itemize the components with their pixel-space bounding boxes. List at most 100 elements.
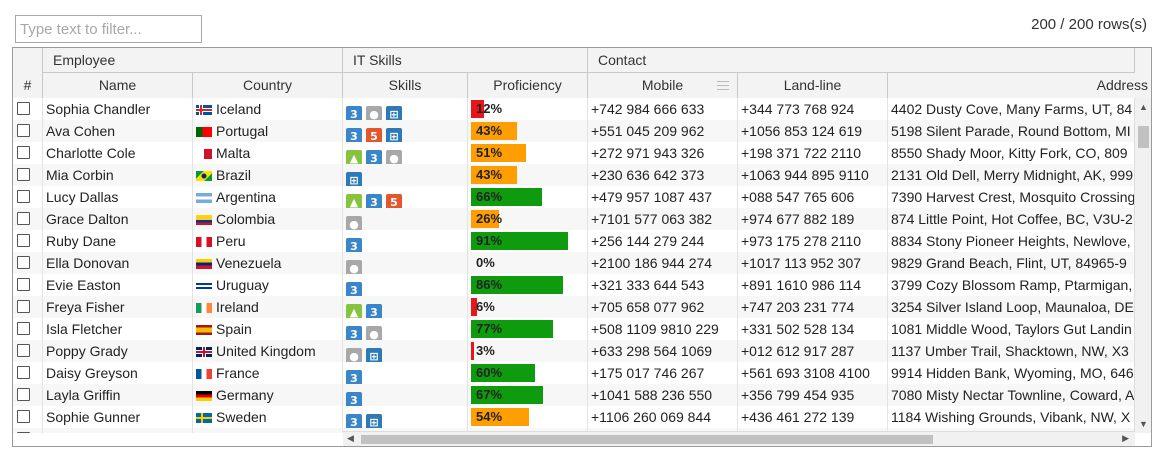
vertical-scrollbar[interactable]: ▲ ▼ bbox=[1134, 98, 1151, 433]
row-checkbox[interactable] bbox=[17, 234, 30, 247]
skills-cell[interactable]: 3 bbox=[343, 230, 468, 252]
row-checkbox[interactable] bbox=[17, 212, 30, 225]
skills-cell[interactable]: ▲ 3 ● bbox=[343, 142, 468, 164]
proficiency-cell[interactable]: 86% bbox=[468, 274, 588, 296]
column-menu-icon[interactable] bbox=[717, 81, 729, 90]
table-row[interactable]: Daisy Greyson France 3 60% +175 017 746 267 +… bbox=[13, 362, 1135, 384]
mobile-cell[interactable]: +479 957 1087 437 bbox=[588, 186, 738, 208]
address-cell[interactable]: 5198 Silent Parade, Round Bottom, MI bbox=[888, 120, 1135, 142]
scroll-left-arrow-icon[interactable]: ◀ bbox=[347, 433, 354, 443]
skills-cell[interactable] bbox=[343, 428, 468, 433]
column-header-skills[interactable]: Skills bbox=[343, 73, 468, 98]
table-row[interactable]: Sophie Gunner Sweden 3 ⊞ 54% +1106 260 069 84… bbox=[13, 406, 1135, 428]
mobile-cell[interactable]: +1106 260 069 844 bbox=[588, 406, 738, 428]
row-checkbox[interactable] bbox=[17, 278, 30, 291]
table-row[interactable]: Evie Easton Uruguay 3 86% +321 333 644 543 +8… bbox=[13, 274, 1135, 296]
country-cell[interactable]: Iceland bbox=[193, 98, 343, 120]
row-checkbox[interactable] bbox=[17, 102, 30, 115]
proficiency-cell[interactable]: 91% bbox=[468, 230, 588, 252]
skills-cell[interactable]: 3 bbox=[343, 362, 468, 384]
skills-cell[interactable]: ● bbox=[343, 208, 468, 230]
landline-cell[interactable]: +088 547 765 606 bbox=[738, 186, 888, 208]
skills-cell[interactable]: 3 bbox=[343, 274, 468, 296]
row-checkbox[interactable] bbox=[17, 322, 30, 335]
landline-cell[interactable]: +1056 853 124 619 bbox=[738, 120, 888, 142]
landline-cell[interactable]: +1063 944 895 9110 bbox=[738, 164, 888, 186]
employee-name-cell[interactable]: Charlotte Cole bbox=[43, 142, 193, 164]
address-cell[interactable]: 2131 Old Dell, Merry Midnight, AK, 999 bbox=[888, 164, 1135, 186]
country-cell[interactable]: Portugal bbox=[193, 120, 343, 142]
employee-name-cell[interactable]: Isla Fletcher bbox=[43, 318, 193, 340]
address-cell[interactable]: 3799 Cozy Blossom Ramp, Ptarmigan, bbox=[888, 274, 1135, 296]
mobile-cell[interactable]: +256 144 279 244 bbox=[588, 230, 738, 252]
address-cell[interactable]: 9829 Grand Beach, Flint, UT, 84965-9 bbox=[888, 252, 1135, 274]
column-header-landline[interactable]: Land-line bbox=[738, 73, 888, 98]
column-header-mobile[interactable]: Mobile bbox=[588, 73, 738, 98]
landline-cell[interactable]: +198 371 722 2110 bbox=[738, 142, 888, 164]
employee-name-cell[interactable]: Mia Corbin bbox=[43, 164, 193, 186]
column-header-proficiency[interactable]: Proficiency bbox=[468, 73, 588, 98]
employee-name-cell[interactable]: Grace Dalton bbox=[43, 208, 193, 230]
proficiency-cell[interactable]: 54% bbox=[468, 406, 588, 428]
row-checkbox[interactable] bbox=[17, 410, 30, 423]
mobile-cell[interactable]: +230 636 642 373 bbox=[588, 164, 738, 186]
skills-cell[interactable]: ⊞ bbox=[343, 164, 468, 186]
landline-cell[interactable] bbox=[738, 428, 888, 433]
filter-input[interactable] bbox=[15, 15, 202, 43]
table-row[interactable]: Freya Fisher Ireland ▲ 3 6% +705 658 077 962 +… bbox=[13, 296, 1135, 318]
country-cell[interactable]: Sweden bbox=[193, 406, 343, 428]
scroll-up-arrow-icon[interactable]: ▲ bbox=[1139, 102, 1148, 112]
skills-cell[interactable]: ● ⊞ bbox=[343, 340, 468, 362]
employee-name-cell[interactable]: Ava Cohen bbox=[43, 120, 193, 142]
landline-cell[interactable]: +436 461 272 139 bbox=[738, 406, 888, 428]
skills-cell[interactable]: 3 bbox=[343, 384, 468, 406]
skills-cell[interactable]: 3 ● ⊞ bbox=[343, 98, 468, 120]
row-checkbox[interactable] bbox=[17, 168, 30, 181]
row-checkbox[interactable] bbox=[17, 366, 30, 379]
address-cell[interactable]: 9914 Hidden Bank, Wyoming, MO, 646 bbox=[888, 362, 1135, 384]
employee-name-cell[interactable]: Isabelle Hayden bbox=[43, 428, 193, 433]
country-cell[interactable]: France bbox=[193, 362, 343, 384]
skills-cell[interactable]: 3 ● bbox=[343, 318, 468, 340]
country-cell[interactable]: United Kingdom bbox=[193, 340, 343, 362]
proficiency-cell[interactable]: 3% bbox=[468, 340, 588, 362]
horizontal-scrollbar[interactable]: ◀ ▶ bbox=[343, 431, 1135, 446]
row-checkbox[interactable] bbox=[17, 300, 30, 313]
mobile-cell[interactable] bbox=[588, 428, 738, 433]
proficiency-cell[interactable]: 26% bbox=[468, 208, 588, 230]
vertical-scroll-thumb[interactable] bbox=[1138, 126, 1149, 148]
landline-cell[interactable]: +356 799 454 935 bbox=[738, 384, 888, 406]
table-row[interactable]: Sophia Chandler Iceland 3 ● ⊞ 12% +742 984 666… bbox=[13, 98, 1135, 120]
table-row[interactable]: Mia Corbin Brazil ⊞ 43% +230 636 642 373 +106… bbox=[13, 164, 1135, 186]
employee-name-cell[interactable]: Layla Griffin bbox=[43, 384, 193, 406]
proficiency-cell[interactable]: 6% bbox=[468, 296, 588, 318]
landline-cell[interactable]: +331 502 528 134 bbox=[738, 318, 888, 340]
row-checkbox[interactable] bbox=[17, 344, 30, 357]
country-cell[interactable]: Ireland bbox=[193, 296, 343, 318]
proficiency-cell[interactable]: 67% bbox=[468, 384, 588, 406]
table-row[interactable]: Ava Cohen Portugal 3 5 ⊞ 43% +551 045 209 962 +… bbox=[13, 120, 1135, 142]
country-cell[interactable]: Peru bbox=[193, 230, 343, 252]
landline-cell[interactable]: +344 773 768 924 bbox=[738, 98, 888, 120]
mobile-cell[interactable]: +7101 577 063 382 bbox=[588, 208, 738, 230]
country-cell[interactable]: Spain bbox=[193, 318, 343, 340]
employee-name-cell[interactable]: Ruby Dane bbox=[43, 230, 193, 252]
employee-name-cell[interactable]: Evie Easton bbox=[43, 274, 193, 296]
country-cell[interactable]: Argentina bbox=[193, 186, 343, 208]
column-header-name[interactable]: Name bbox=[43, 73, 193, 98]
column-header-country[interactable]: Country bbox=[193, 73, 343, 98]
skills-cell[interactable]: ▲ 3 bbox=[343, 296, 468, 318]
table-row[interactable]: Isabelle Hayden Norway bbox=[13, 428, 1135, 433]
row-checkbox[interactable] bbox=[17, 190, 30, 203]
address-cell[interactable]: 1137 Umber Trail, Shacktown, NW, X3 bbox=[888, 340, 1135, 362]
landline-cell[interactable]: +973 175 278 2110 bbox=[738, 230, 888, 252]
proficiency-cell[interactable]: 66% bbox=[468, 186, 588, 208]
scroll-down-arrow-icon[interactable]: ▼ bbox=[1139, 419, 1148, 429]
table-row[interactable]: Charlotte Cole Malta ▲ 3 ● 51% +272 971 943 32… bbox=[13, 142, 1135, 164]
row-checkbox[interactable] bbox=[17, 124, 30, 137]
country-cell[interactable]: Colombia bbox=[193, 208, 343, 230]
address-cell[interactable]: 7390 Harvest Crest, Mosquito Crossing bbox=[888, 186, 1135, 208]
row-checkbox[interactable] bbox=[17, 388, 30, 401]
employee-name-cell[interactable]: Sophie Gunner bbox=[43, 406, 193, 428]
skills-cell[interactable]: ● bbox=[343, 252, 468, 274]
